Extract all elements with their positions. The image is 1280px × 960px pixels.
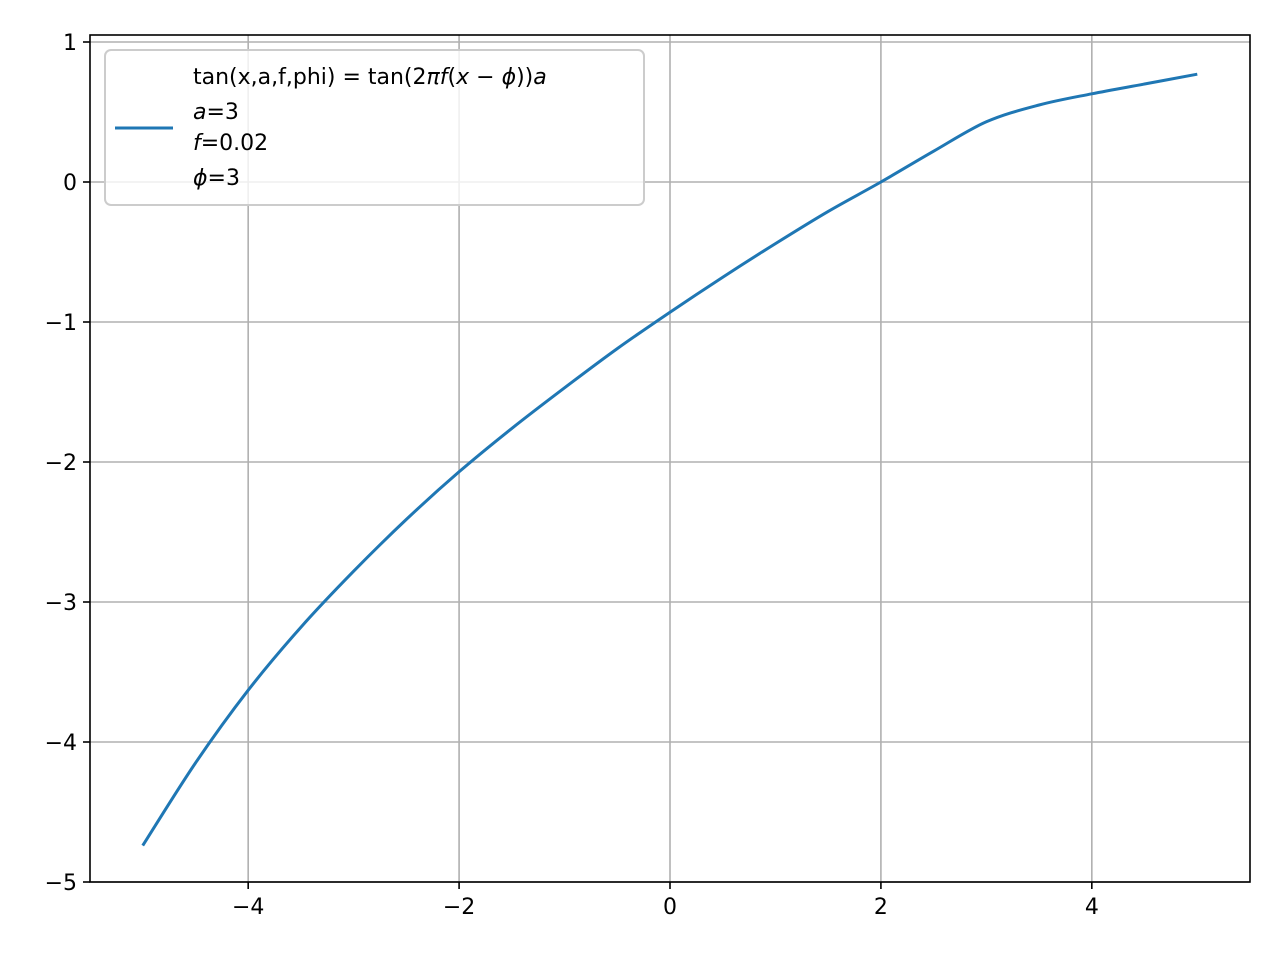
x-tick-label: −2 bbox=[443, 895, 475, 920]
legend-line1-f: f bbox=[440, 65, 451, 90]
legend-line3-val: =0.02 bbox=[201, 131, 268, 156]
legend: tan(x,a,f,phi) = tan(2πf(x − ϕ))a a=3 f=… bbox=[104, 49, 645, 206]
legend-box bbox=[104, 49, 645, 206]
ticks: −4 −2 0 2 4 −5 −4 −3 −2 −1 0 1 bbox=[45, 31, 1099, 920]
legend-line4-var: ϕ bbox=[193, 166, 208, 191]
y-tick-label: −3 bbox=[45, 591, 77, 616]
legend-line-4: ϕ=3 bbox=[193, 166, 240, 191]
legend-line3-var: f bbox=[193, 131, 204, 156]
x-tick-label: 0 bbox=[663, 895, 677, 920]
legend-line1-x: x bbox=[455, 65, 470, 90]
y-tick-label: −4 bbox=[45, 731, 77, 756]
x-tick-label: −4 bbox=[232, 895, 264, 920]
legend-line1-open: ( bbox=[448, 65, 457, 90]
y-tick-label: −5 bbox=[45, 871, 77, 896]
legend-line-3: f=0.02 bbox=[193, 131, 268, 156]
x-tick-label: 4 bbox=[1085, 895, 1099, 920]
legend-line2-val: =3 bbox=[206, 100, 238, 125]
legend-line1-a: a bbox=[533, 65, 546, 90]
y-tick-label: −2 bbox=[45, 451, 77, 476]
legend-line1-prefix: tan(x,a,f,phi) = tan(2 bbox=[193, 65, 427, 90]
y-tick-label: 0 bbox=[63, 171, 77, 196]
legend-line-2: a=3 bbox=[193, 100, 239, 125]
series-line bbox=[141, 72, 1198, 847]
legend-line1-phi: ϕ bbox=[502, 65, 517, 90]
series-layer bbox=[141, 72, 1198, 847]
legend-line2-var: a bbox=[193, 100, 206, 125]
legend-line1-close: )) bbox=[516, 65, 533, 90]
x-tick-label: 2 bbox=[874, 895, 888, 920]
y-tick-label: −1 bbox=[45, 311, 77, 336]
legend-line1-minus: − bbox=[469, 65, 501, 90]
y-tick-label: 1 bbox=[63, 31, 77, 56]
legend-line4-val: =3 bbox=[208, 166, 240, 191]
legend-line1-pi: π bbox=[427, 65, 441, 90]
legend-line-1: tan(x,a,f,phi) = tan(2πf(x − ϕ))a bbox=[193, 65, 547, 90]
